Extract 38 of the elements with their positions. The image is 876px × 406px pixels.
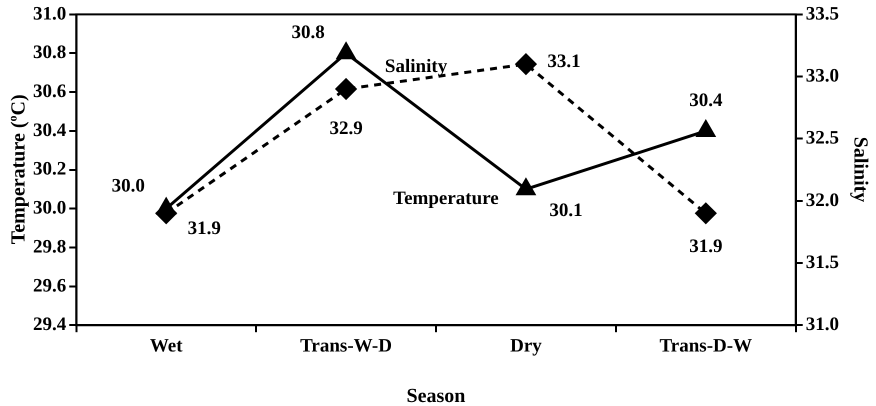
y-tick-label: 30.6: [33, 81, 66, 102]
point: [336, 78, 357, 100]
x-axis-title: Season: [406, 385, 466, 406]
point: [695, 202, 716, 224]
x-tick-label: Dry: [510, 336, 542, 357]
data-label: 33.1: [547, 51, 581, 72]
x-tick-label: Wet: [150, 336, 184, 357]
y-tick-label: 30.4: [33, 120, 67, 141]
y2-tick-label: 31.5: [806, 252, 839, 273]
y-tick-label: 29.6: [33, 275, 66, 296]
point: [515, 54, 536, 75]
data-label: 32.9: [329, 118, 363, 139]
series-label: Salinity: [384, 56, 448, 77]
data-label: 30.8: [291, 22, 325, 44]
y2-tick-label: 33.5: [806, 3, 839, 24]
point: [696, 120, 716, 137]
y2-tick-label: 31.0: [806, 314, 839, 336]
series-label: Temperature: [393, 188, 499, 210]
y-tick-label: 30.8: [33, 42, 66, 64]
y2-tick-label: 32.5: [806, 128, 839, 149]
point: [156, 198, 176, 215]
y-tick-label: 30.2: [33, 158, 66, 180]
y-tick-label: 29.8: [33, 236, 66, 258]
y2-tick-label: 33.0: [806, 65, 839, 86]
y2-axis-title: Salinity: [848, 137, 872, 203]
y-tick-label: 30.0: [33, 198, 66, 219]
data-label: 31.9: [188, 218, 221, 240]
y-tick-label: 29.4: [33, 314, 67, 336]
data-label: 31.9: [689, 236, 722, 258]
y2-tick-label: 32.0: [806, 190, 839, 211]
point: [336, 42, 356, 60]
point: [516, 178, 536, 196]
data-label: 30.4: [689, 90, 723, 111]
x-tick-label: Trans-D-W: [660, 336, 752, 357]
data-label: 30.0: [112, 176, 145, 197]
x-tick-label: Trans-W-D: [300, 336, 392, 357]
data-label: 30.1: [549, 200, 583, 222]
y-tick-label: 31.0: [33, 3, 66, 24]
